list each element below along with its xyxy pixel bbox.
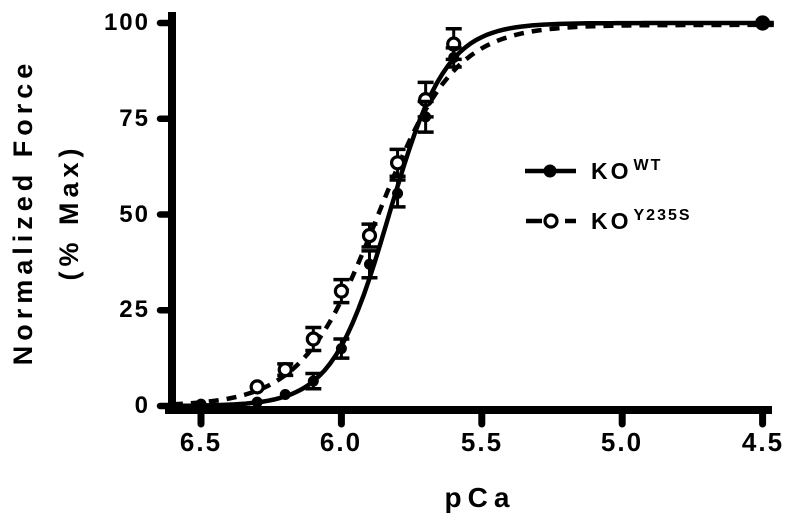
y-tick-label-25: 25 — [119, 296, 150, 323]
legend-marker-ko-y235s — [543, 213, 559, 229]
x-tick-label-5.0: 5.0 — [600, 427, 644, 457]
legend-label-ko-y235s-sup: Y235S — [633, 207, 692, 224]
data-point-filled-circle-ko-wt — [307, 375, 319, 387]
y-tick-label-50: 50 — [119, 201, 150, 228]
legend-marker-ko-wt — [543, 164, 557, 178]
legend-label-ko-y235s-base: KO — [591, 208, 632, 234]
y-tick-label-100: 100 — [103, 9, 150, 36]
data-point-open-circle-ko-y235s — [305, 331, 321, 347]
x-tick-label-6.5: 6.5 — [179, 427, 223, 457]
data-point-filled-circle-ko-wt — [757, 17, 769, 29]
x-tick-label-6.0: 6.0 — [319, 427, 363, 457]
data-point-open-circle-ko-y235s — [361, 227, 378, 244]
y-tick-label-0: 0 — [134, 392, 150, 419]
data-point-open-circle-ko-y235s — [249, 379, 265, 395]
legend-entry-ko-y235s: KO Y235S — [591, 207, 692, 242]
data-point-open-circle-ko-y235s — [389, 155, 406, 171]
data-point-filled-circle-ko-wt — [251, 396, 263, 408]
legend-label-ko-wt-sup: WT — [633, 157, 663, 174]
legend-entry-ko-wt: KO WT — [591, 157, 663, 192]
data-point-filled-circle-ko-wt — [279, 389, 291, 401]
data-point-filled-circle-ko-wt — [195, 398, 207, 410]
fit-curve-ko-y235s — [172, 22, 774, 407]
data-point-filled-circle-ko-wt — [335, 343, 347, 355]
x-tick-label-5.5: 5.5 — [460, 427, 504, 457]
y-tick-label-75: 75 — [119, 105, 150, 132]
data-point-filled-circle-ko-wt — [420, 111, 432, 123]
fit-curve-ko-wt — [172, 20, 774, 409]
legend-label-ko-wt-base: KO — [591, 158, 632, 184]
y-axis-title-line2: (% Max) — [54, 143, 84, 281]
data-point-open-circle-ko-y235s — [333, 283, 349, 299]
x-axis-title: pCa — [444, 482, 516, 513]
data-point-filled-circle-ko-wt — [363, 258, 375, 270]
x-tick-label-4.5: 4.5 — [741, 427, 785, 457]
data-point-filled-circle-ko-wt — [448, 51, 460, 63]
data-point-open-circle-ko-y235s — [277, 362, 293, 378]
data-point-filled-circle-ko-wt — [392, 187, 404, 199]
y-axis-title-line1: Normalized Force — [8, 58, 38, 366]
